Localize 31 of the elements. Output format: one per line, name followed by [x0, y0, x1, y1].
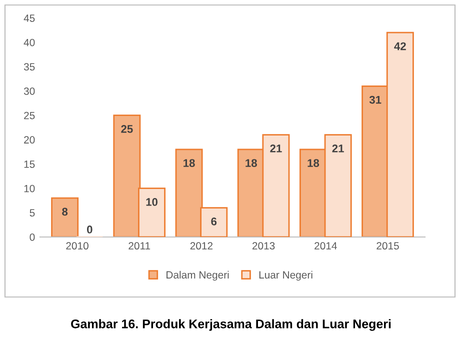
- y-tick-label: 30: [24, 88, 35, 95]
- data-label: 18: [308, 159, 320, 167]
- data-label: 18: [184, 159, 195, 167]
- data-label: 0: [87, 226, 92, 234]
- x-tick-label: 2010: [66, 242, 88, 250]
- data-label: 25: [121, 125, 133, 133]
- y-tick-label: 5: [30, 209, 35, 217]
- y-tick-label: 40: [24, 38, 35, 46]
- x-tick-label: 2011: [128, 242, 150, 250]
- legend-label: Luar Negeri: [259, 270, 312, 281]
- y-tick-label: 20: [24, 136, 35, 144]
- data-label: 21: [270, 144, 282, 152]
- y-tick-label: 45: [24, 14, 35, 22]
- x-tick-label: 2012: [190, 242, 213, 250]
- data-label: 8: [62, 208, 68, 216]
- data-label: 21: [332, 144, 344, 152]
- data-label: 6: [211, 218, 217, 226]
- y-tick-label: 25: [24, 112, 35, 120]
- data-label: 31: [369, 96, 382, 104]
- y-tick-label: 15: [24, 160, 35, 168]
- x-tick-label: 2013: [252, 242, 275, 250]
- data-label: 18: [246, 159, 257, 167]
- data-label: 42: [394, 42, 406, 50]
- y-tick-label: 35: [24, 63, 35, 71]
- text: Gambar 16. Produk Kerjasama Dalam dan Luar Negeri: [71, 319, 391, 331]
- x-tick-label: 2015: [376, 242, 399, 250]
- legend-label: Dalam Negeri: [166, 270, 229, 281]
- y-tick-label: 10: [24, 184, 35, 192]
- x-tick-label: 2014: [314, 242, 337, 250]
- y-tick-label: 0: [30, 234, 35, 241]
- data-label: 10: [146, 198, 158, 206]
